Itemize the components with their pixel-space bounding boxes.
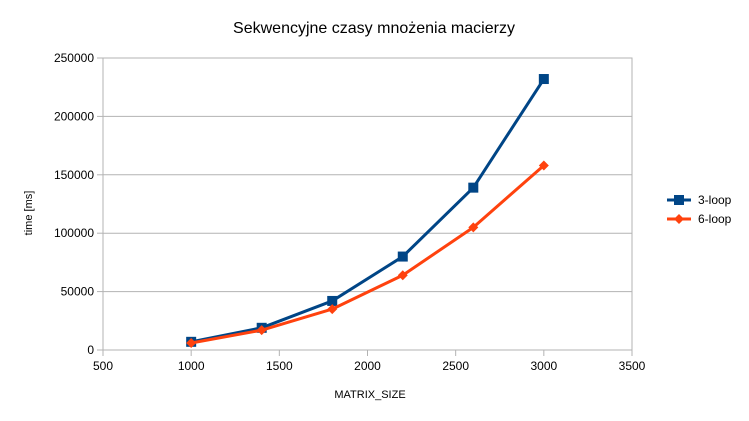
x-tick-label: 2500 <box>442 359 469 373</box>
data-point <box>538 74 549 85</box>
series-6-loop <box>186 160 549 348</box>
data-point <box>538 160 549 171</box>
x-tick-label: 3000 <box>530 359 557 373</box>
data-point <box>397 251 408 262</box>
legend: 3-loop 6-loop <box>667 193 732 226</box>
data-point <box>327 304 338 315</box>
x-tick-label: 1500 <box>266 359 293 373</box>
data-point <box>468 222 479 233</box>
y-tick-label: 250000 <box>54 51 94 65</box>
legend-swatch-marker <box>674 214 684 224</box>
legend-item: 6-loop <box>667 212 732 226</box>
y-axis-label: time [ms] <box>23 191 35 236</box>
legend-swatch-marker <box>674 195 684 205</box>
x-axis-ticks: 500 1000 1500 2000 2500 3000 3500 <box>93 350 646 373</box>
data-point <box>468 182 479 193</box>
data-point <box>186 337 197 348</box>
legend-label: 6-loop <box>698 212 732 226</box>
series-line <box>190 78 546 344</box>
chart-title: Sekwencyjne czasy mnożenia macierzy <box>233 20 515 37</box>
series-layer <box>186 74 549 348</box>
legend-item: 3-loop <box>667 193 732 207</box>
series-line <box>190 164 545 345</box>
y-tick-label: 150000 <box>54 168 94 182</box>
y-axis-ticks: 0 50000 100000 150000 200000 250000 <box>54 51 103 357</box>
plot-area-frame <box>102 57 633 351</box>
data-point <box>327 295 338 306</box>
x-tick-label: 1000 <box>178 359 205 373</box>
x-axis-label: MATRIX_SIZE <box>334 389 405 401</box>
x-tick-label: 2000 <box>354 359 381 373</box>
legend-label: 3-loop <box>698 193 732 207</box>
y-tick-label: 200000 <box>54 109 94 123</box>
x-tick-label: 3500 <box>619 359 646 373</box>
x-tick-label: 500 <box>93 359 113 373</box>
gridlines <box>103 57 632 351</box>
y-tick-label: 100000 <box>54 226 94 240</box>
y-tick-label: 0 <box>87 343 94 357</box>
data-point <box>256 325 267 336</box>
data-point <box>397 270 408 281</box>
y-tick-label: 50000 <box>61 285 95 299</box>
